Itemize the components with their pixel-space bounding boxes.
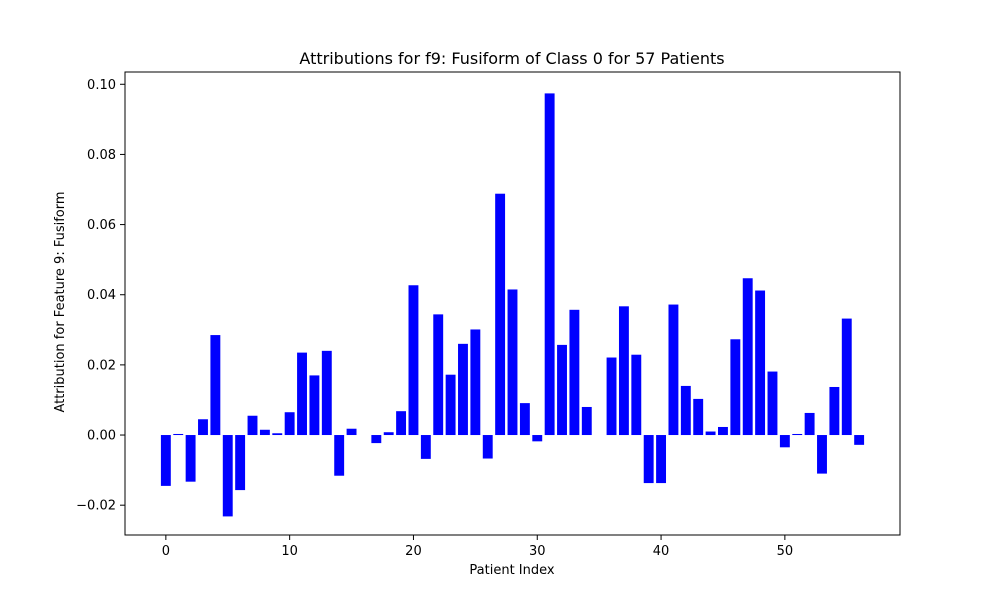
bar — [495, 193, 506, 436]
x-axis: 0 10 20 30 40 50 — [162, 535, 793, 559]
y-tick-label: 0.02 — [87, 358, 116, 373]
bar — [730, 339, 741, 436]
bar — [618, 306, 629, 436]
bar — [606, 357, 617, 436]
bar — [482, 435, 493, 459]
chart-title: Attributions for f9: Fusiform of Class 0… — [299, 49, 724, 68]
bar — [309, 375, 320, 436]
bar — [779, 435, 790, 448]
y-tick-label: 0.06 — [87, 218, 116, 233]
bar — [247, 415, 258, 436]
x-tick-label: 20 — [405, 544, 422, 559]
bar — [470, 329, 481, 436]
bar — [755, 290, 766, 436]
bar — [841, 318, 852, 436]
bar — [804, 412, 815, 436]
bar — [792, 433, 803, 436]
bar — [767, 371, 778, 436]
x-tick-label: 40 — [653, 544, 670, 559]
bar — [222, 435, 233, 517]
bar — [346, 428, 357, 436]
bar — [581, 406, 592, 436]
bar — [160, 435, 171, 486]
bar — [656, 435, 667, 484]
bar — [693, 398, 704, 436]
y-tick-label: 0.08 — [87, 148, 116, 163]
bar — [742, 278, 753, 436]
bar — [854, 435, 865, 445]
bar — [544, 93, 555, 436]
bar — [210, 335, 221, 436]
bar — [532, 435, 543, 442]
bar — [631, 354, 642, 436]
bar — [272, 433, 283, 436]
bar — [557, 344, 567, 436]
bar — [643, 435, 654, 484]
bar — [680, 385, 691, 436]
y-axis-label: Attribution for Feature 9: Fusiform — [53, 191, 68, 412]
x-tick-label: 10 — [281, 544, 298, 559]
bar — [297, 352, 307, 436]
bar — [445, 374, 456, 436]
bar — [507, 289, 518, 436]
y-tick-label: 0.04 — [87, 288, 116, 303]
y-tick-label: −0.02 — [76, 499, 116, 514]
bar — [420, 435, 431, 459]
x-tick-label: 0 — [162, 544, 170, 559]
x-tick-label: 30 — [529, 544, 546, 559]
bar — [569, 309, 580, 436]
bar — [371, 435, 382, 444]
bar — [829, 386, 840, 436]
bar — [321, 350, 332, 436]
x-axis-label: Patient Index — [469, 563, 554, 578]
plot-frame — [124, 71, 901, 536]
y-axis: −0.02 0.00 0.02 0.04 0.06 0.08 0.10 — [76, 78, 125, 514]
bar — [173, 433, 184, 436]
bar — [705, 431, 716, 436]
bar — [519, 403, 530, 436]
bar — [718, 426, 728, 436]
bar — [284, 412, 295, 436]
bar — [198, 419, 208, 436]
bar — [235, 435, 246, 491]
bar — [185, 435, 196, 482]
bar — [383, 432, 394, 436]
y-tick-label: 0.00 — [87, 429, 116, 444]
bars-group — [160, 93, 865, 517]
bar — [817, 435, 827, 474]
bar — [668, 304, 679, 436]
bar — [259, 429, 270, 436]
bar — [396, 411, 407, 436]
x-tick-label: 50 — [777, 544, 794, 559]
bar — [433, 314, 444, 436]
y-tick-label: 0.10 — [87, 78, 116, 93]
bar — [334, 435, 345, 476]
bar — [408, 285, 419, 436]
bar — [458, 343, 468, 436]
